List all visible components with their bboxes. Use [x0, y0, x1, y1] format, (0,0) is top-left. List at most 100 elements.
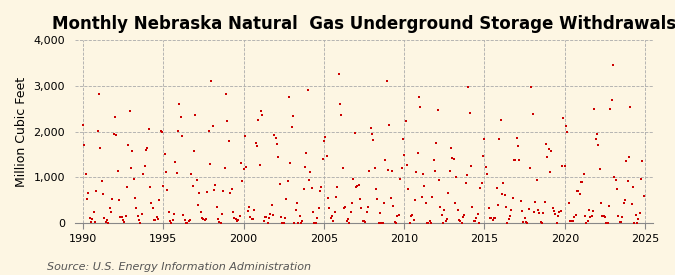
Point: [348, 177, 358, 181]
Point: [621, 158, 632, 163]
Point: [360, 219, 371, 224]
Point: [593, 143, 603, 148]
Point: [553, 213, 564, 218]
Point: [95, 146, 106, 150]
Point: [194, 191, 205, 195]
Point: [325, 216, 336, 220]
Point: [626, 202, 637, 206]
Point: [419, 184, 430, 188]
Point: [408, 218, 419, 222]
Point: [80, 171, 91, 176]
Point: [549, 209, 560, 213]
Point: [209, 188, 219, 193]
Point: [126, 166, 136, 170]
Point: [226, 187, 237, 191]
Point: [435, 204, 446, 209]
Point: [489, 216, 500, 221]
Point: [266, 202, 277, 207]
Point: [165, 219, 176, 223]
Point: [339, 206, 350, 210]
Point: [391, 221, 402, 225]
Point: [362, 205, 373, 209]
Point: [520, 220, 531, 224]
Point: [300, 164, 310, 169]
Point: [546, 149, 557, 153]
Point: [587, 209, 598, 213]
Point: [384, 123, 395, 127]
Point: [522, 221, 533, 225]
Point: [174, 102, 185, 106]
Point: [148, 218, 159, 222]
Point: [153, 216, 163, 221]
Point: [460, 181, 471, 185]
Point: [120, 214, 131, 219]
Point: [383, 167, 394, 172]
Point: [244, 204, 254, 209]
Point: [599, 214, 610, 219]
Point: [396, 166, 407, 170]
Point: [257, 113, 268, 117]
Point: [497, 192, 508, 196]
Point: [633, 217, 644, 222]
Point: [338, 166, 348, 171]
Point: [406, 214, 416, 219]
Point: [349, 131, 360, 136]
Point: [572, 188, 583, 193]
Point: [624, 155, 634, 160]
Point: [439, 207, 450, 212]
Point: [379, 201, 389, 205]
Point: [574, 191, 585, 196]
Point: [392, 214, 403, 218]
Point: [259, 219, 269, 224]
Point: [161, 170, 171, 174]
Point: [305, 169, 316, 174]
Point: [298, 187, 309, 191]
Point: [485, 216, 495, 220]
Point: [622, 178, 633, 183]
Point: [547, 206, 558, 210]
Point: [493, 203, 504, 208]
Point: [510, 158, 520, 162]
Point: [447, 156, 458, 160]
Point: [511, 136, 522, 140]
Point: [498, 181, 509, 185]
Point: [554, 210, 565, 214]
Point: [614, 220, 625, 224]
Point: [609, 175, 620, 179]
Point: [542, 155, 553, 159]
Point: [541, 142, 551, 147]
Point: [79, 143, 90, 147]
Point: [130, 196, 140, 200]
Point: [281, 197, 292, 202]
Point: [97, 178, 107, 183]
Point: [580, 221, 591, 225]
Point: [602, 221, 613, 225]
Point: [466, 164, 477, 169]
Point: [583, 208, 594, 212]
Point: [346, 200, 357, 205]
Point: [437, 221, 448, 225]
Point: [136, 212, 147, 216]
Point: [265, 211, 275, 216]
Point: [625, 105, 636, 109]
Point: [502, 221, 512, 225]
Point: [524, 166, 535, 170]
Point: [210, 183, 221, 187]
Point: [254, 163, 265, 168]
Point: [237, 178, 248, 183]
Point: [629, 221, 640, 225]
Point: [232, 219, 242, 223]
Point: [294, 214, 305, 218]
Point: [377, 221, 388, 225]
Point: [381, 78, 392, 83]
Point: [464, 110, 475, 115]
Point: [468, 219, 479, 223]
Point: [327, 214, 338, 219]
Point: [178, 213, 189, 217]
Point: [159, 152, 170, 156]
Point: [139, 164, 150, 168]
Point: [527, 112, 538, 116]
Point: [519, 216, 530, 220]
Point: [404, 221, 415, 225]
Point: [219, 166, 230, 170]
